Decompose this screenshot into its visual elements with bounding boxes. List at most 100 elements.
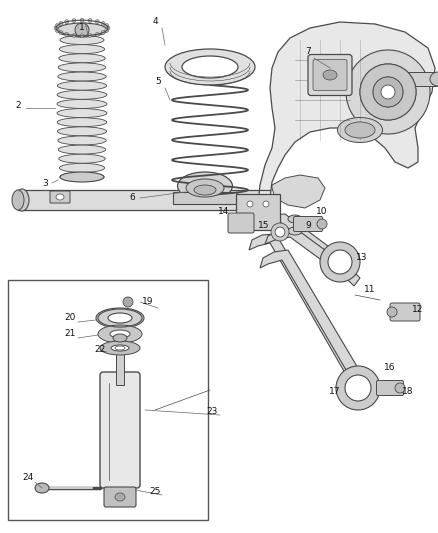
Ellipse shape: [58, 145, 106, 154]
Ellipse shape: [60, 45, 105, 54]
Text: 16: 16: [384, 364, 396, 373]
Text: 12: 12: [412, 305, 424, 314]
Ellipse shape: [317, 219, 327, 229]
Circle shape: [336, 366, 380, 410]
Text: 22: 22: [94, 345, 106, 354]
Ellipse shape: [57, 109, 107, 118]
FancyBboxPatch shape: [100, 372, 140, 488]
Polygon shape: [258, 22, 435, 228]
Text: 11: 11: [364, 286, 376, 295]
Ellipse shape: [338, 117, 382, 142]
Ellipse shape: [58, 136, 106, 145]
Ellipse shape: [58, 63, 106, 72]
FancyBboxPatch shape: [104, 487, 136, 507]
Ellipse shape: [110, 330, 130, 338]
Ellipse shape: [60, 173, 104, 182]
Circle shape: [88, 34, 92, 37]
Circle shape: [95, 33, 99, 36]
Ellipse shape: [60, 172, 104, 182]
Ellipse shape: [115, 493, 125, 501]
Circle shape: [59, 21, 63, 26]
Ellipse shape: [98, 325, 142, 343]
Ellipse shape: [100, 341, 140, 355]
FancyBboxPatch shape: [377, 381, 403, 395]
Text: 6: 6: [129, 193, 135, 203]
Text: 17: 17: [329, 387, 341, 397]
Ellipse shape: [288, 227, 302, 235]
Circle shape: [88, 19, 92, 22]
Circle shape: [105, 28, 109, 33]
Ellipse shape: [323, 70, 337, 80]
Ellipse shape: [430, 72, 438, 86]
Ellipse shape: [12, 190, 24, 210]
Text: 7: 7: [305, 47, 311, 56]
Circle shape: [80, 34, 84, 38]
Circle shape: [72, 19, 76, 22]
Circle shape: [345, 375, 371, 401]
Text: 20: 20: [64, 313, 76, 322]
Text: 4: 4: [152, 18, 158, 27]
FancyBboxPatch shape: [228, 213, 254, 233]
Circle shape: [360, 64, 416, 120]
Ellipse shape: [57, 118, 107, 127]
Circle shape: [328, 250, 352, 274]
Ellipse shape: [288, 215, 302, 223]
Text: 23: 23: [206, 408, 218, 416]
Polygon shape: [260, 250, 376, 406]
Ellipse shape: [57, 23, 107, 37]
Text: 24: 24: [22, 473, 34, 482]
Circle shape: [54, 26, 58, 30]
Circle shape: [105, 23, 109, 28]
Text: 1: 1: [79, 23, 85, 33]
FancyBboxPatch shape: [390, 303, 420, 321]
Ellipse shape: [56, 194, 64, 200]
Polygon shape: [255, 214, 348, 270]
Circle shape: [360, 64, 416, 120]
Ellipse shape: [395, 383, 405, 393]
Circle shape: [346, 50, 430, 134]
Text: 25: 25: [149, 488, 161, 497]
Circle shape: [75, 23, 89, 37]
FancyBboxPatch shape: [313, 60, 347, 91]
Text: 15: 15: [258, 221, 270, 230]
Circle shape: [123, 297, 133, 307]
Ellipse shape: [387, 307, 397, 317]
Ellipse shape: [186, 179, 224, 197]
Ellipse shape: [59, 154, 105, 163]
FancyBboxPatch shape: [50, 191, 70, 203]
Ellipse shape: [182, 56, 238, 78]
Text: 5: 5: [155, 77, 161, 86]
Circle shape: [247, 201, 253, 207]
Circle shape: [373, 77, 403, 107]
Bar: [116, 345, 124, 385]
Circle shape: [381, 85, 395, 99]
Circle shape: [263, 201, 269, 207]
Ellipse shape: [57, 100, 107, 108]
Ellipse shape: [194, 185, 216, 195]
Ellipse shape: [15, 189, 29, 211]
Ellipse shape: [35, 483, 49, 493]
Text: 19: 19: [142, 297, 154, 306]
Circle shape: [72, 34, 76, 37]
Circle shape: [55, 23, 59, 28]
Ellipse shape: [58, 72, 106, 81]
Ellipse shape: [57, 90, 107, 99]
Ellipse shape: [345, 122, 375, 138]
Circle shape: [95, 20, 99, 23]
Ellipse shape: [96, 308, 144, 328]
Circle shape: [65, 33, 69, 36]
Circle shape: [271, 223, 289, 241]
Ellipse shape: [59, 54, 105, 63]
Circle shape: [101, 30, 105, 35]
Circle shape: [101, 21, 105, 26]
Circle shape: [55, 28, 59, 33]
FancyBboxPatch shape: [308, 54, 352, 95]
Text: 9: 9: [305, 221, 311, 230]
Bar: [173, 192, 237, 204]
Text: 21: 21: [64, 329, 76, 338]
Circle shape: [65, 20, 69, 23]
Ellipse shape: [165, 49, 255, 85]
Ellipse shape: [57, 81, 106, 90]
Bar: [236, 194, 280, 230]
Circle shape: [59, 30, 63, 35]
